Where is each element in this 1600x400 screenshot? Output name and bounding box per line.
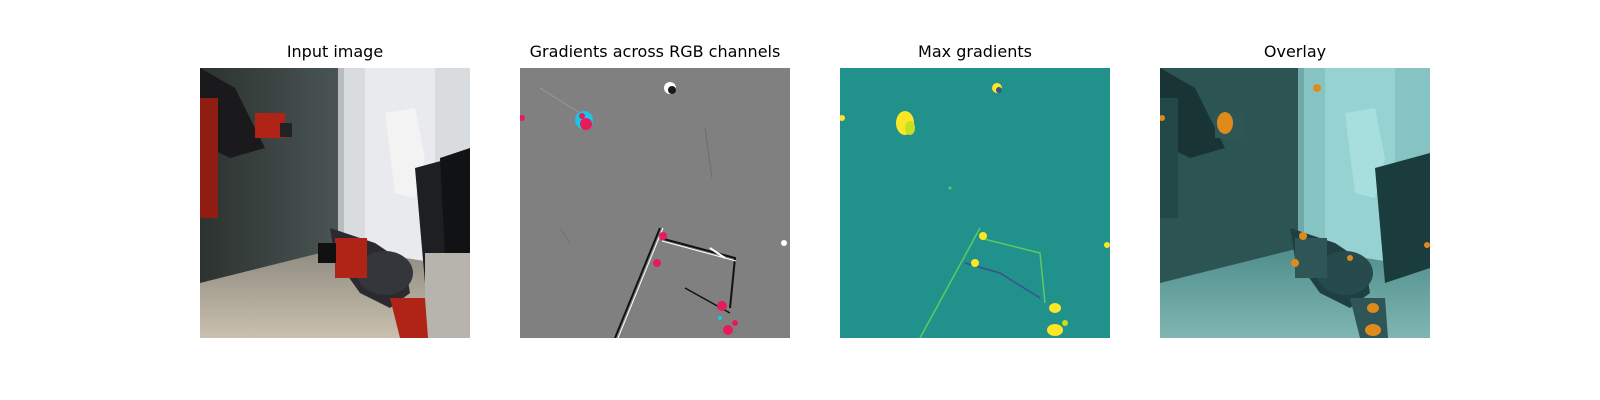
panel-title-rgb-gradients: Gradients across RGB channels bbox=[529, 42, 781, 61]
input-image bbox=[200, 68, 470, 338]
max-gradients-image bbox=[840, 68, 1110, 338]
panel-title-max-gradients: Max gradients bbox=[918, 42, 1032, 61]
panel-title-input: Input image bbox=[286, 42, 384, 61]
overlay-image bbox=[1160, 68, 1430, 338]
rgb-gradients-image bbox=[520, 68, 790, 338]
panel-title-overlay: Overlay bbox=[1263, 42, 1327, 61]
